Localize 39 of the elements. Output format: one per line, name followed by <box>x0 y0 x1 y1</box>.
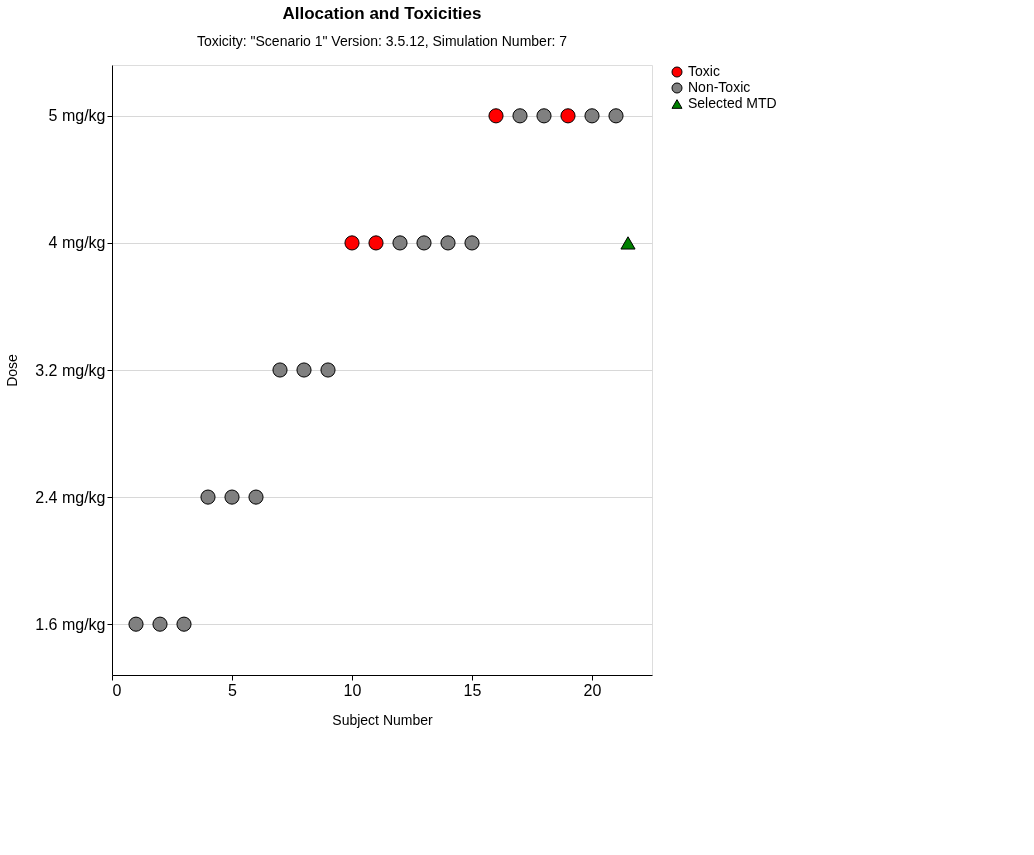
y-tick-label: 1.6 mg/kg <box>35 615 106 633</box>
y-tick-label: 2.4 mg/kg <box>35 488 106 506</box>
point <box>512 108 528 124</box>
x-axis-title: Subject Number <box>332 711 434 728</box>
chart-title: Allocation and Toxicities <box>282 4 482 23</box>
point <box>248 489 264 505</box>
point <box>296 362 312 378</box>
point <box>560 108 576 124</box>
point <box>200 489 216 505</box>
point <box>392 235 408 251</box>
point <box>536 108 552 124</box>
point <box>584 108 600 124</box>
legend-label: Non-Toxic <box>688 79 751 95</box>
point <box>464 235 480 251</box>
point <box>224 489 240 505</box>
y-tick-label: 4 mg/kg <box>48 234 106 252</box>
chart-subtitle: Toxicity: "Scenario 1" Version: 3.5.12, Simulation Number: 7 <box>196 33 568 49</box>
x-tick-label: 20 <box>583 681 602 699</box>
x-tick-label: 10 <box>343 681 362 699</box>
point <box>176 616 192 632</box>
legend-label: Selected MTD <box>688 95 777 111</box>
point <box>152 616 168 632</box>
x-tick-label: 0 <box>112 681 122 699</box>
point <box>608 108 624 124</box>
point <box>416 235 432 251</box>
point <box>368 235 384 251</box>
point <box>344 235 360 251</box>
x-tick-label: 15 <box>463 681 482 699</box>
point <box>272 362 288 378</box>
point <box>620 236 636 250</box>
y-axis-title: Dose <box>4 353 21 387</box>
legend-label: Toxic <box>688 63 720 79</box>
point <box>128 616 144 632</box>
y-tick-label: 3.2 mg/kg <box>35 361 106 379</box>
point <box>488 108 504 124</box>
y-tick-label: 5 mg/kg <box>48 107 106 125</box>
x-tick-label: 5 <box>228 681 238 699</box>
point <box>440 235 456 251</box>
point <box>320 362 336 378</box>
